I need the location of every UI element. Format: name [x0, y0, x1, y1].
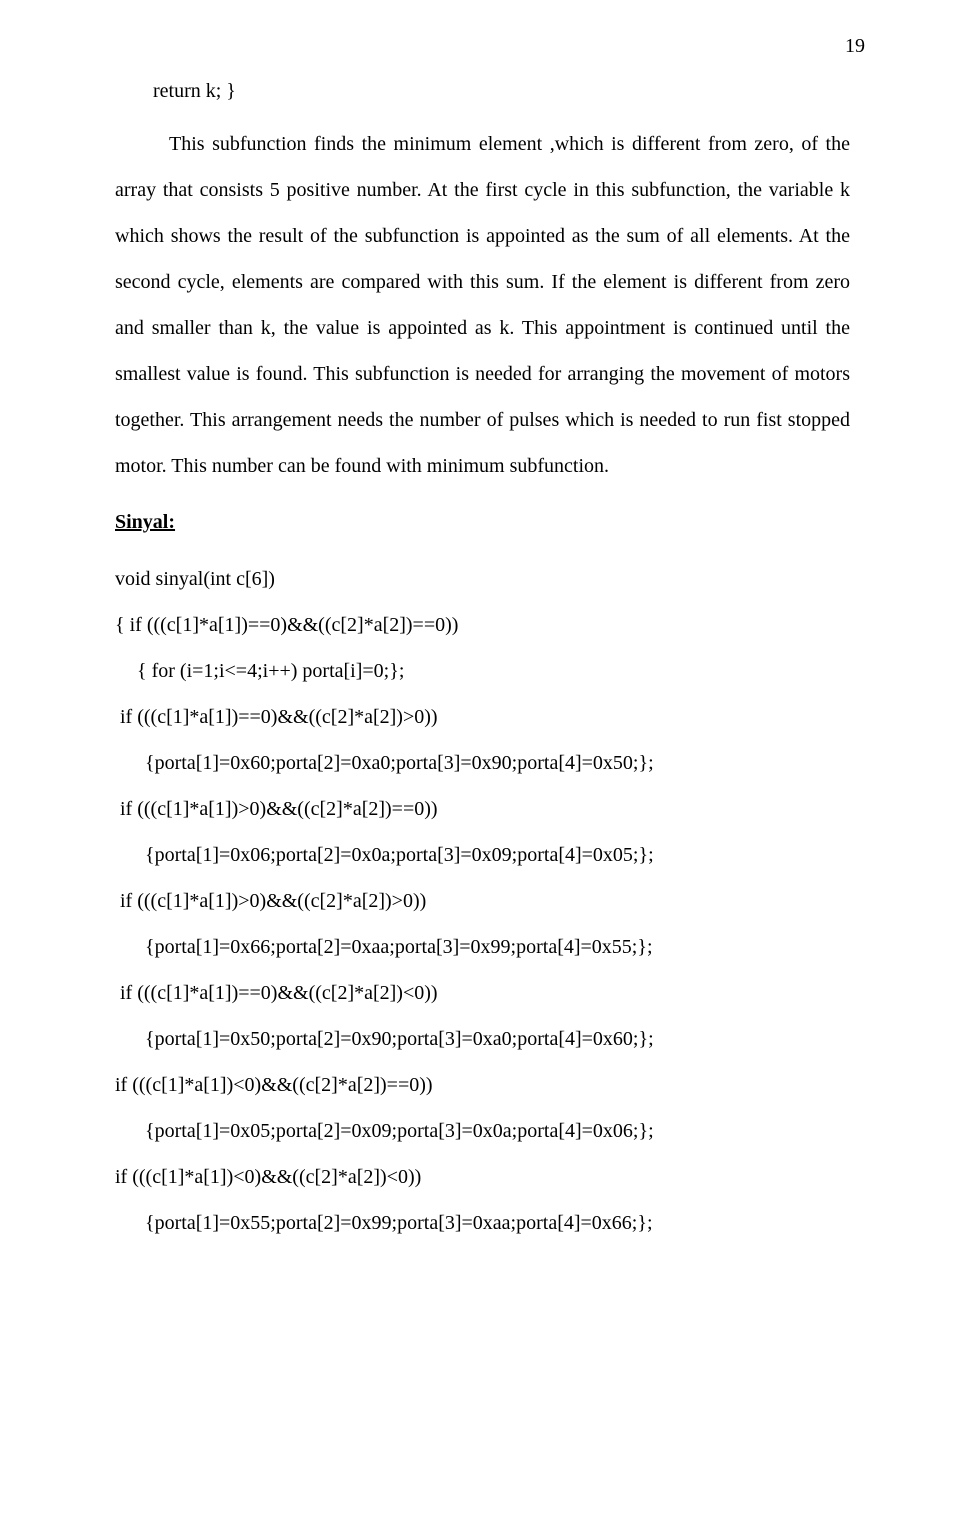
code-line: if (((c[1]*a[1])<0)&&((c[2]*a[2])<0))	[115, 1154, 850, 1200]
code-line: {porta[1]=0x50;porta[2]=0x90;porta[3]=0x…	[115, 1016, 850, 1062]
code-line: void sinyal(int c[6])	[115, 556, 850, 602]
code-line: {porta[1]=0x66;porta[2]=0xaa;porta[3]=0x…	[115, 924, 850, 970]
code-line: if (((c[1]*a[1])>0)&&((c[2]*a[2])>0))	[115, 878, 850, 924]
code-line: {porta[1]=0x05;porta[2]=0x09;porta[3]=0x…	[115, 1108, 850, 1154]
code-line: { for (i=1;i<=4;i++) porta[i]=0;};	[115, 648, 850, 694]
code-fragment-return: return k; }	[115, 80, 850, 103]
page-number: 19	[845, 35, 865, 58]
body-paragraph: This subfunction finds the minimum eleme…	[115, 121, 850, 489]
code-line: { if (((c[1]*a[1])==0)&&((c[2]*a[2])==0)…	[115, 602, 850, 648]
code-line: if (((c[1]*a[1])<0)&&((c[2]*a[2])==0))	[115, 1062, 850, 1108]
code-line: {porta[1]=0x60;porta[2]=0xa0;porta[3]=0x…	[115, 740, 850, 786]
document-page: 19 return k; } This subfunction finds th…	[0, 0, 960, 1517]
code-line: {porta[1]=0x06;porta[2]=0x0a;porta[3]=0x…	[115, 832, 850, 878]
code-line: if (((c[1]*a[1])==0)&&((c[2]*a[2])>0))	[115, 694, 850, 740]
code-line: {porta[1]=0x55;porta[2]=0x99;porta[3]=0x…	[115, 1200, 850, 1246]
section-heading-sinyal: Sinyal:	[115, 511, 850, 534]
code-line: if (((c[1]*a[1])==0)&&((c[2]*a[2])<0))	[115, 970, 850, 1016]
code-line: if (((c[1]*a[1])>0)&&((c[2]*a[2])==0))	[115, 786, 850, 832]
